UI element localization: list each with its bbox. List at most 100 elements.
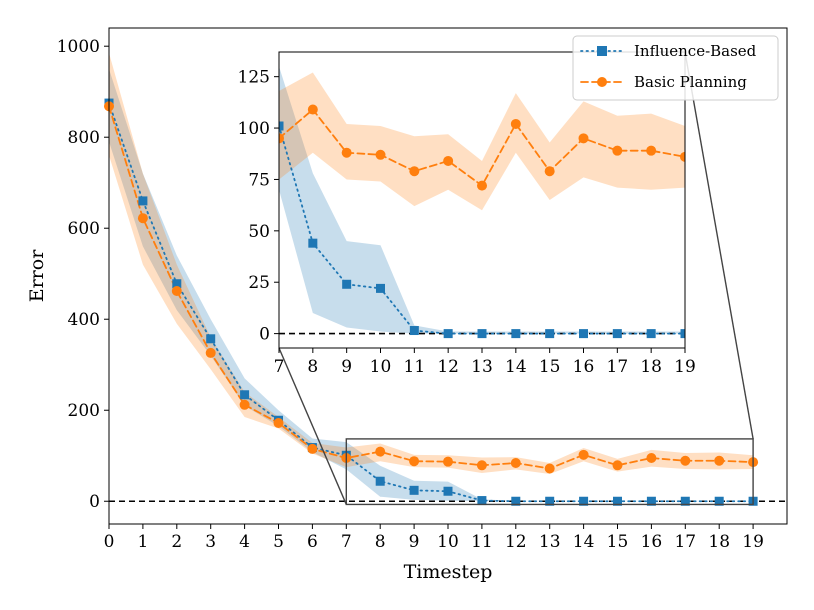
main-point-influence-based (646, 496, 656, 506)
main-point-influence-based (138, 196, 148, 206)
inset-x-tick-label: 16 (573, 357, 595, 377)
inset-point-influence-based (545, 329, 555, 339)
y-axis-label: Error (26, 249, 48, 302)
main-point-influence-based (172, 279, 182, 289)
inset-point-basic-planning (341, 147, 352, 158)
connector-line-right (684, 51, 754, 440)
main-point-influence-based (375, 476, 385, 486)
main-point-influence-based (714, 496, 724, 506)
main-y-tick-label: 1000 (57, 37, 100, 57)
inset-point-basic-planning (375, 149, 386, 160)
inset-connector-lines (278, 51, 754, 505)
inset-point-influence-based (279, 121, 284, 131)
inset-band-basic-planning (279, 72, 685, 211)
inset-point-influence-based (376, 283, 385, 293)
main-line-influence-based (109, 102, 754, 503)
zoom-region-rect (345, 438, 754, 506)
main-x-tick-label: 7 (341, 532, 352, 552)
main-point-basic-planning (409, 456, 420, 467)
main-y-tick-label: 600 (68, 219, 100, 239)
legend: Influence-Based Basic Planning (572, 35, 779, 101)
inset-point-basic-planning (680, 151, 685, 162)
inset-y-ticks: 0 25 50 75 100 125 (238, 68, 279, 345)
main-point-basic-planning (612, 460, 623, 471)
inset-point-influence-based (511, 329, 521, 339)
main-y-tick-label: 200 (68, 401, 100, 421)
main-x-tick-label: 11 (471, 532, 493, 552)
main-point-influence-based (477, 496, 487, 506)
main-point-basic-planning (646, 453, 657, 464)
main-x-tick-label: 15 (607, 532, 629, 552)
main-point-basic-planning (273, 417, 284, 428)
main-x-tick-label: 12 (505, 532, 527, 552)
inset-x-tick-label: 17 (607, 357, 629, 377)
inset-x-tick-label: 8 (307, 357, 318, 377)
inset-plot-area: 7 8 9 10 11 12 13 14 15 16 17 18 19 0 25 50 75 100 125 (238, 51, 696, 377)
main-point-influence-based (206, 334, 216, 344)
inset-x-ticks: 7 8 9 10 11 12 13 14 15 16 17 18 19 (274, 348, 696, 377)
main-point-basic-planning (443, 456, 453, 467)
main-x-tick-label: 14 (573, 532, 595, 552)
main-point-basic-planning (510, 458, 521, 469)
inset-background (279, 52, 685, 348)
inset-point-basic-planning (307, 104, 318, 115)
inset-point-influence-based (680, 329, 685, 339)
main-x-tick-label: 9 (409, 532, 420, 552)
main-point-influence-based (409, 485, 419, 495)
main-x-tick-label: 3 (205, 532, 216, 552)
inset-x-tick-label: 12 (437, 357, 459, 377)
main-x-tick-label: 1 (137, 532, 148, 552)
main-x-tick-label: 10 (437, 532, 459, 552)
inset-confidence-bands (279, 66, 685, 334)
main-series-lines (109, 102, 754, 503)
main-x-tick-label: 17 (674, 532, 696, 552)
main-x-tick-label: 8 (375, 532, 386, 552)
inset-point-influence-based (443, 329, 453, 339)
main-point-influence-based (443, 486, 453, 496)
main-x-tick-label: 6 (307, 532, 318, 552)
main-y-tick-label: 800 (68, 128, 100, 148)
inset-point-influence-based (409, 326, 419, 336)
main-y-tick-label: 0 (89, 492, 100, 512)
main-point-influence-based (680, 496, 690, 506)
inset-point-basic-planning (443, 155, 454, 166)
inset-point-influence-based (612, 329, 622, 339)
inset-y-tick-label: 75 (248, 170, 270, 190)
x-axis-label: Timestep (404, 561, 493, 583)
inset-point-influence-based (308, 238, 318, 248)
legend-frame (572, 35, 779, 101)
main-point-basic-planning (307, 443, 318, 454)
main-point-basic-planning (544, 463, 555, 474)
main-x-tick-label: 2 (171, 532, 182, 552)
inset-y-tick-label: 125 (238, 68, 270, 88)
main-x-tick-label: 0 (104, 532, 115, 552)
inset-x-tick-label: 18 (640, 357, 662, 377)
main-y-tick-label: 400 (68, 310, 100, 330)
main-point-influence-based (511, 496, 521, 506)
inset-x-tick-label: 7 (274, 357, 285, 377)
inset-x-tick-label: 11 (404, 357, 426, 377)
main-plot-area: 0 1 2 3 4 5 6 7 8 9 10 11 12 13 14 15 16 17 18 19 020040060… (26, 27, 788, 583)
inset-y-tick-label: 0 (259, 325, 270, 345)
main-point-basic-planning (680, 455, 691, 466)
main-x-tick-label: 5 (273, 532, 284, 552)
main-point-basic-planning (714, 455, 725, 466)
inset-y-tick-label: 50 (248, 222, 270, 242)
inset-point-basic-planning (477, 180, 487, 191)
main-point-basic-planning (375, 446, 386, 457)
inset-point-basic-planning (646, 145, 657, 156)
main-point-influence-based (579, 496, 589, 506)
legend-label-basic-planning: Basic Planning (634, 73, 747, 91)
inset-x-tick-label: 10 (370, 357, 392, 377)
main-point-basic-planning (205, 347, 216, 358)
inset-x-tick-label: 13 (471, 357, 493, 377)
legend-marker-influence-based (597, 46, 607, 56)
main-x-tick-label: 16 (641, 532, 663, 552)
main-point-influence-based (613, 496, 622, 506)
inset-point-basic-planning (612, 145, 623, 156)
legend-marker-basic-planning (597, 77, 607, 87)
inset-point-basic-planning (279, 133, 284, 144)
inset-point-influence-based (579, 329, 588, 339)
main-x-tick-label: 13 (539, 532, 561, 552)
